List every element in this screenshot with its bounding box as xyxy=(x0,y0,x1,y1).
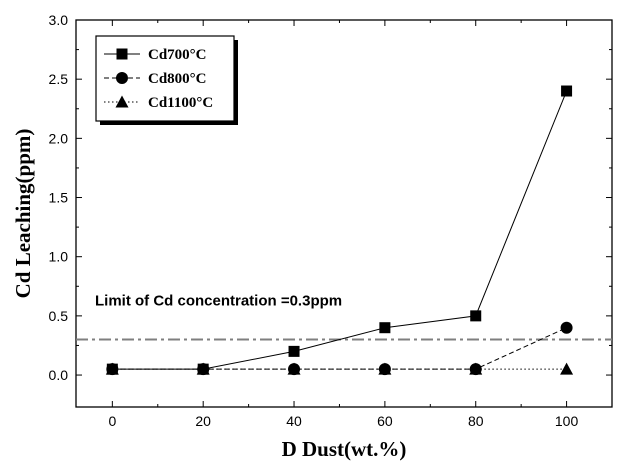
legend-marker xyxy=(115,95,129,108)
y-tick-label: 0.5 xyxy=(49,308,69,324)
series-line xyxy=(112,90,568,370)
y-tick-label: 1.5 xyxy=(49,190,69,206)
reference-line-label: Limit of Cd concentration =0.3ppm xyxy=(95,293,342,310)
x-tick-label: 60 xyxy=(377,413,393,429)
x-tick-label: 80 xyxy=(468,413,484,429)
series-group xyxy=(105,85,574,376)
x-tick-label: 40 xyxy=(286,413,302,429)
y-axis-title: Cd Leaching(ppm) xyxy=(11,129,35,299)
x-tick-label: 100 xyxy=(555,413,579,429)
legend-label: Cd700°C xyxy=(148,47,207,63)
data-point xyxy=(469,363,482,376)
axes: 0 20 40 60 80 100 0.0 0.5 1.0 1.5 2.0 2.5 3.0 xyxy=(49,12,613,429)
x-axis-title: D Dust(wt.%) xyxy=(282,437,407,461)
data-point xyxy=(470,310,482,322)
y-tick-label: 1.0 xyxy=(49,249,69,265)
series-square xyxy=(106,85,573,375)
data-point xyxy=(106,363,118,375)
legend-label: Cd1100°C xyxy=(148,95,213,111)
x-tick-label: 20 xyxy=(195,413,211,429)
x-tick-label: 0 xyxy=(108,413,116,429)
y-tick-label: 2.0 xyxy=(49,130,69,146)
y-tick-label: 2.5 xyxy=(49,71,69,87)
legend-marker xyxy=(116,72,128,84)
legend-marker xyxy=(116,48,128,60)
series-line xyxy=(112,327,567,370)
data-point xyxy=(561,85,573,97)
data-point xyxy=(378,363,391,376)
data-point xyxy=(197,363,209,375)
series-circle xyxy=(106,321,573,376)
y-tick-label: 0.0 xyxy=(49,367,69,383)
plot-frame xyxy=(75,19,613,408)
y-tick-label: 3.0 xyxy=(49,12,69,28)
data-point xyxy=(288,363,301,376)
data-point xyxy=(560,362,574,375)
legend: Cd700°C Cd800°C Cd1100°C xyxy=(95,35,238,125)
data-point xyxy=(288,345,300,357)
data-point xyxy=(560,321,573,334)
data-point xyxy=(379,322,391,334)
legend-label: Cd800°C xyxy=(148,71,207,87)
